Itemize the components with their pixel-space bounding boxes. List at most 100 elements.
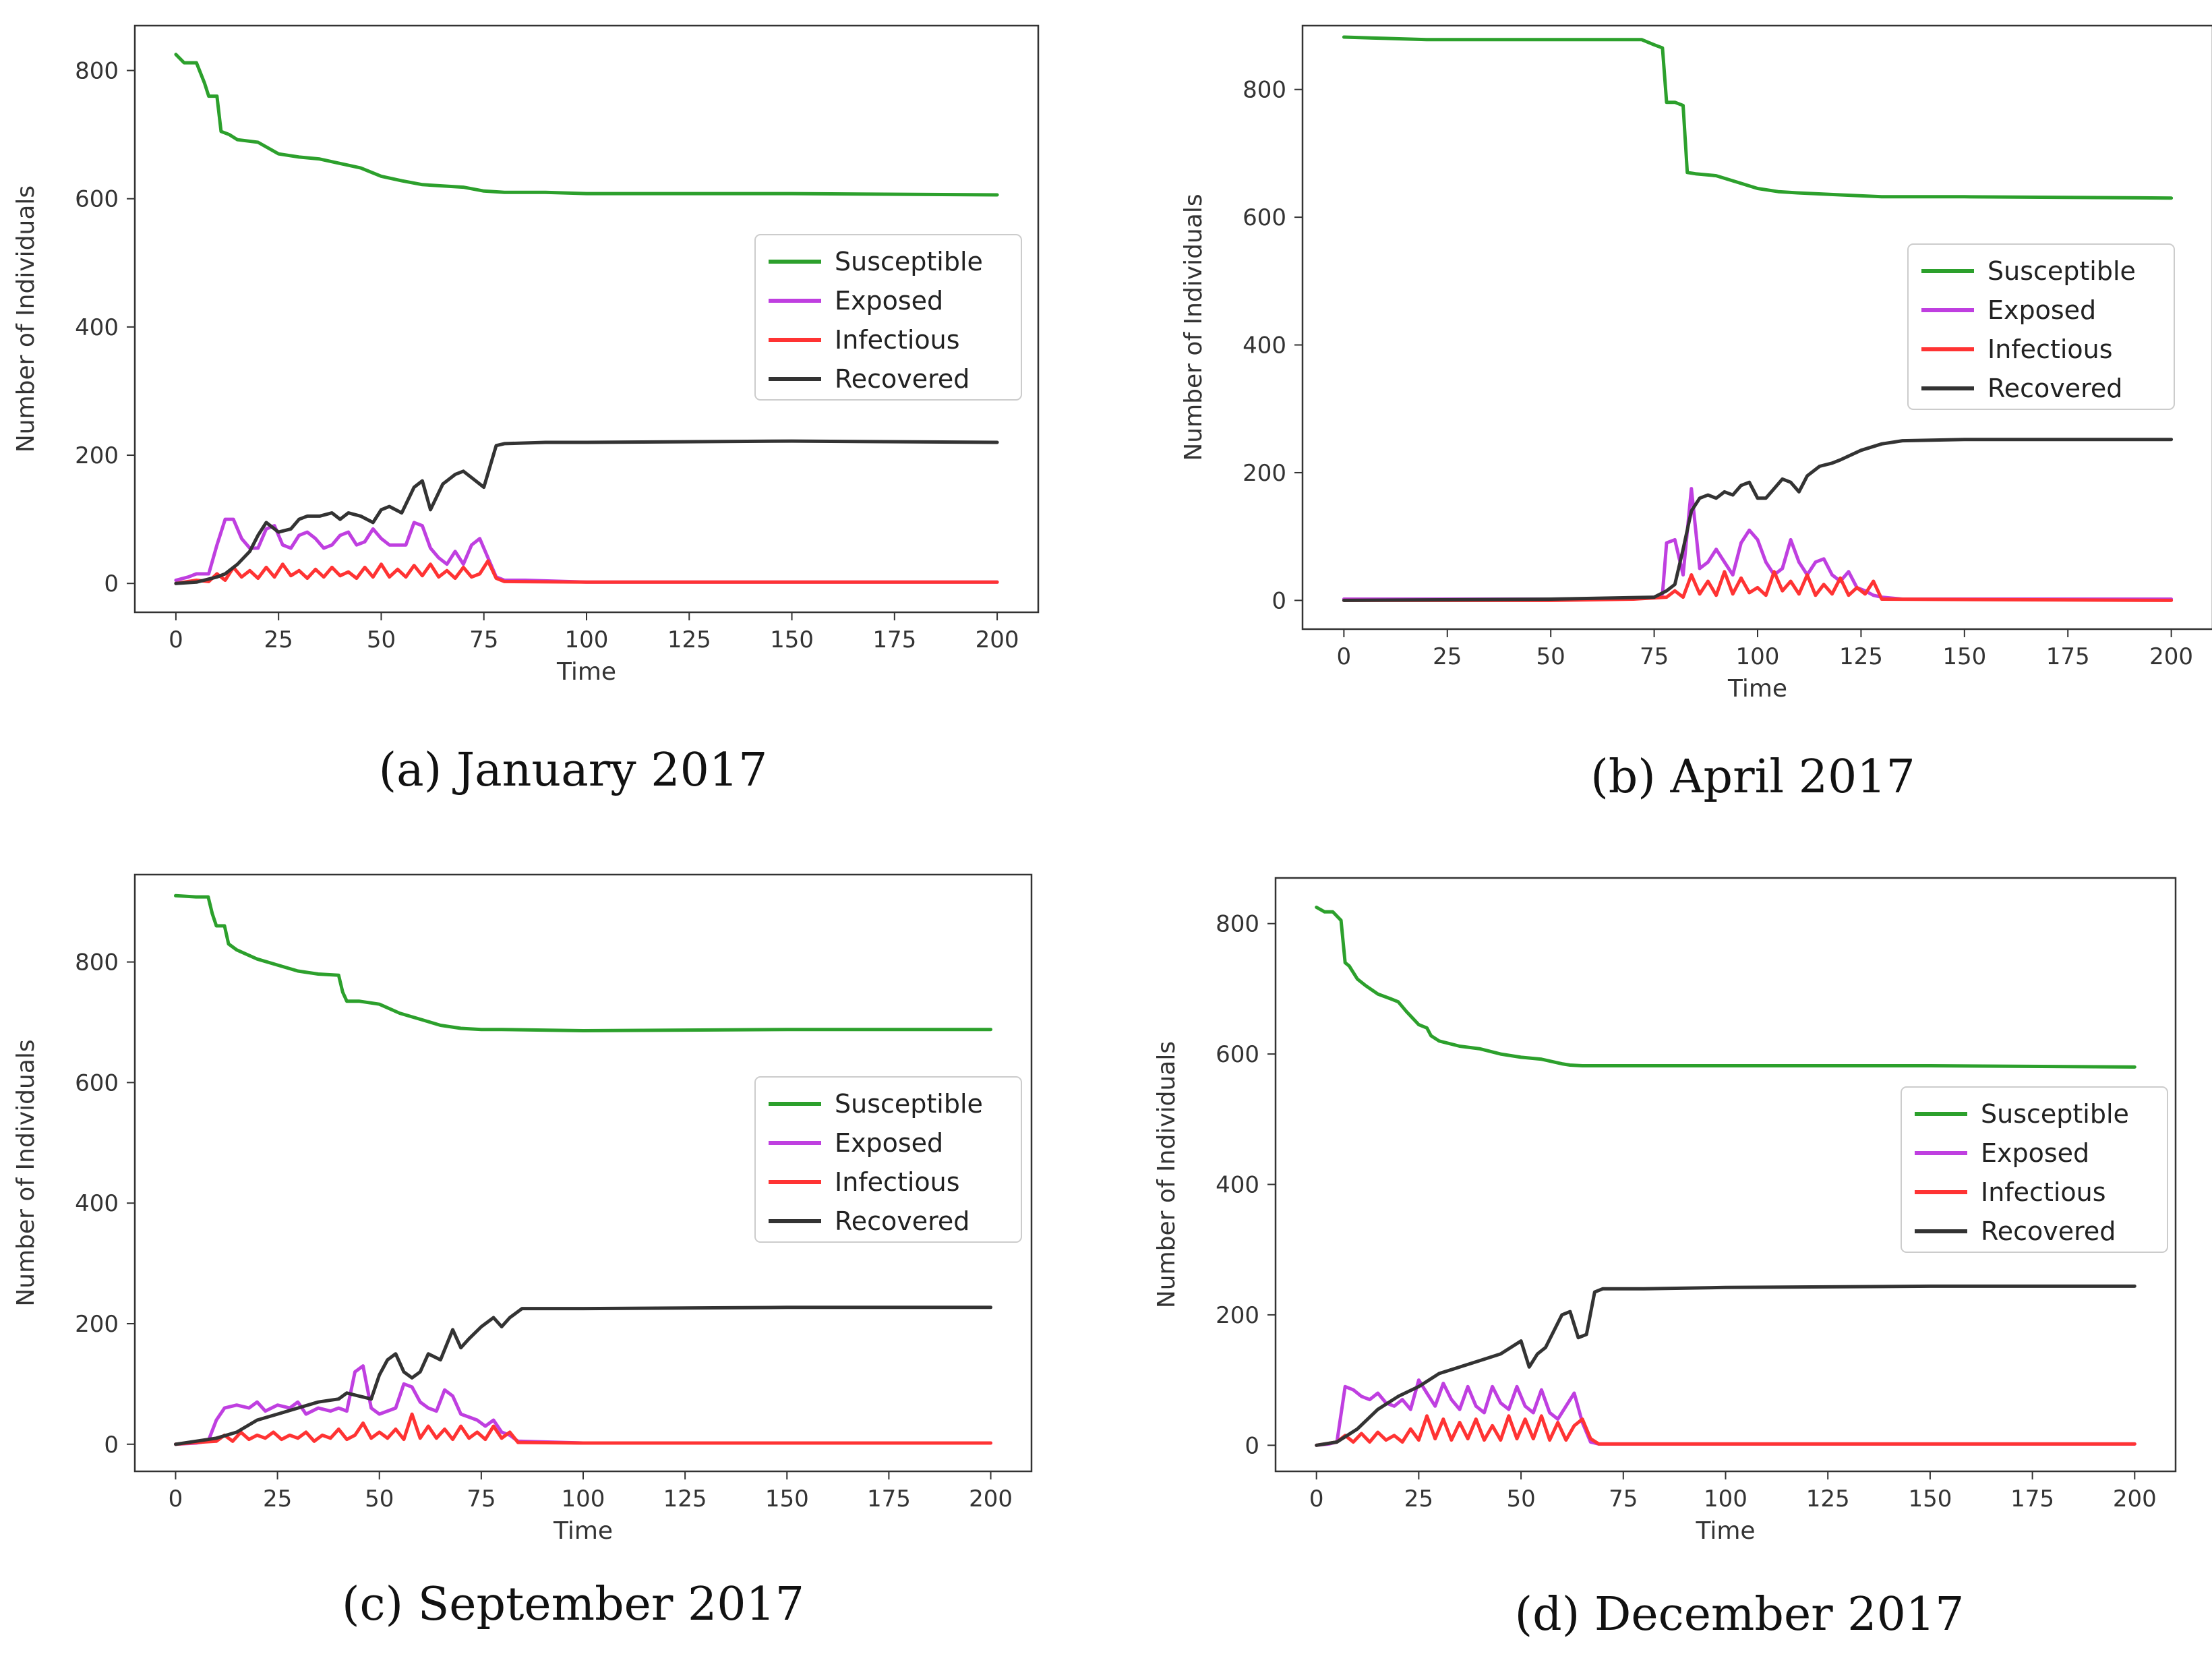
x-tick-label: 200	[2113, 1486, 2157, 1512]
legend-label-exposed: Exposed	[1987, 295, 2096, 325]
x-tick-label: 175	[872, 626, 916, 653]
legend-label-susceptible: Susceptible	[835, 1089, 983, 1119]
y-tick-label: 400	[1216, 1172, 1259, 1199]
y-tick-label: 800	[1216, 911, 1259, 938]
panel-april-2017: 0 25 50 75 100 125 150 175 200 0 200 400 600 800 Time N…	[1106, 0, 2212, 838]
legend-label-infectious: Infectious	[835, 1167, 960, 1197]
y-tick-label: 400	[75, 314, 119, 341]
x-tick-label: 50	[1506, 1486, 1535, 1512]
chart-svg: 0 25 50 75 100 125 150 175 200 0 200 400 600 800 Time N…	[1180, 24, 2212, 804]
chart-svg: 0 25 50 75 100 125 150 175 200 0 200 400 600 800 Time N…	[12, 873, 1033, 1631]
x-tick-label: 150	[765, 1486, 809, 1512]
x-tick-label: 0	[1309, 1486, 1324, 1512]
x-tick-label: 75	[1609, 1486, 1638, 1512]
y-tick-label: 800	[75, 949, 119, 976]
x-tick-label: 125	[667, 626, 711, 653]
x-tick-label: 175	[2010, 1486, 2054, 1512]
series-line-recovered	[174, 1305, 992, 1446]
legend-label-infectious: Infectious	[1987, 334, 2113, 364]
y-tick-label: 0	[1272, 587, 1286, 614]
y-tick-label: 200	[75, 442, 119, 469]
panel-caption: (c) September 2017	[342, 1578, 804, 1631]
x-tick-label: 50	[367, 626, 396, 653]
series-line-exposed	[174, 1364, 992, 1446]
legend-label-exposed: Exposed	[1981, 1138, 2089, 1168]
panel-caption: (b) April 2017	[1590, 751, 1915, 804]
series-line-infectious	[1342, 570, 2174, 602]
legend-box	[754, 234, 1022, 401]
series-line-susceptible	[174, 53, 999, 197]
legend-label-recovered: Recovered	[1981, 1216, 2116, 1246]
x-tick-label: 150	[770, 626, 814, 653]
x-tick-label: 100	[565, 626, 609, 653]
y-tick-label: 400	[75, 1190, 119, 1217]
series-line-exposed	[1315, 1378, 2136, 1447]
y-tick-label: 600	[1216, 1041, 1259, 1068]
y-tick-label: 200	[1243, 460, 1286, 487]
panel-caption: (d) December 2017	[1515, 1588, 1965, 1641]
x-tick-label: 0	[169, 626, 183, 653]
x-tick-label: 25	[1404, 1486, 1433, 1512]
y-tick-label: 0	[104, 1432, 119, 1459]
legend-label-susceptible: Susceptible	[835, 247, 983, 276]
x-tick-label: 125	[1806, 1486, 1850, 1512]
x-tick-label: 50	[1536, 643, 1565, 670]
legend-label-infectious: Infectious	[835, 325, 960, 355]
x-axis-label: Time	[1727, 675, 1787, 703]
series-line-recovered	[1315, 1284, 2136, 1447]
x-tick-label: 25	[263, 1486, 292, 1512]
y-axis-label: Number of Individuals	[12, 1039, 40, 1306]
y-tick-label: 400	[1243, 332, 1286, 359]
series-line-infectious	[174, 1412, 992, 1446]
x-tick-label: 100	[1704, 1486, 1747, 1512]
x-tick-label: 75	[467, 1486, 496, 1512]
legend-label-susceptible: Susceptible	[1987, 256, 2136, 286]
series-line-susceptible	[1342, 35, 2174, 200]
y-tick-label: 200	[1216, 1302, 1259, 1329]
x-tick-label: 75	[469, 626, 498, 653]
x-tick-label: 25	[1433, 643, 1462, 670]
series-line-exposed	[1342, 487, 2174, 601]
x-tick-label: 150	[1908, 1486, 1952, 1512]
legend-box	[754, 1076, 1022, 1243]
legend-box	[1907, 243, 2175, 410]
chart-svg: 0 25 50 75 100 125 150 175 200 0 200 400 600 800 Time N…	[12, 24, 1040, 797]
y-tick-label: 0	[104, 570, 119, 597]
x-axis-label: Time	[556, 658, 616, 686]
x-tick-label: 0	[169, 1486, 183, 1512]
y-axis-label: Number of Individuals	[12, 185, 40, 452]
legend-label-recovered: Recovered	[1987, 374, 2122, 403]
y-tick-label: 800	[75, 58, 119, 85]
y-tick-label: 600	[75, 1069, 119, 1096]
legend-label-recovered: Recovered	[835, 364, 969, 394]
x-tick-label: 50	[365, 1486, 394, 1512]
legend-label-infectious: Infectious	[1981, 1177, 2106, 1207]
legend-label-susceptible: Susceptible	[1981, 1099, 2129, 1129]
y-tick-label: 200	[75, 1311, 119, 1338]
x-tick-label: 100	[1736, 643, 1780, 670]
series-line-infectious	[1315, 1414, 2136, 1447]
series-line-recovered	[1342, 438, 2174, 602]
series-line-infectious	[174, 559, 999, 585]
y-axis-label: Number of Individuals	[1180, 194, 1207, 461]
legend-label-exposed: Exposed	[835, 1128, 943, 1158]
x-axis-label: Time	[1695, 1517, 1755, 1545]
panel-december-2017: 0 25 50 75 100 125 150 175 200 0 200 400 600 800 Time N…	[1106, 838, 2212, 1675]
panel-caption: (a) January 2017	[379, 744, 768, 797]
x-tick-label: 25	[264, 626, 293, 653]
x-axis-label: Time	[553, 1517, 613, 1545]
legend-label-recovered: Recovered	[835, 1206, 969, 1236]
x-tick-label: 0	[1337, 643, 1352, 670]
chart-svg: 0 25 50 75 100 125 150 175 200 0 200 400 600 800 Time N…	[1153, 877, 2177, 1641]
x-tick-label: 75	[1640, 643, 1669, 670]
x-tick-label: 200	[2149, 643, 2193, 670]
series-line-susceptible	[1315, 906, 2136, 1069]
series-line-recovered	[174, 439, 999, 585]
y-tick-label: 600	[1243, 204, 1286, 231]
y-tick-label: 600	[75, 186, 119, 213]
x-tick-label: 200	[976, 626, 1019, 653]
x-tick-label: 100	[562, 1486, 605, 1512]
panel-january-2017: 0 25 50 75 100 125 150 175 200 0 200 400 600 800 Time N…	[0, 0, 1106, 838]
x-tick-label: 125	[663, 1486, 707, 1512]
legend-box	[1901, 1086, 2168, 1253]
